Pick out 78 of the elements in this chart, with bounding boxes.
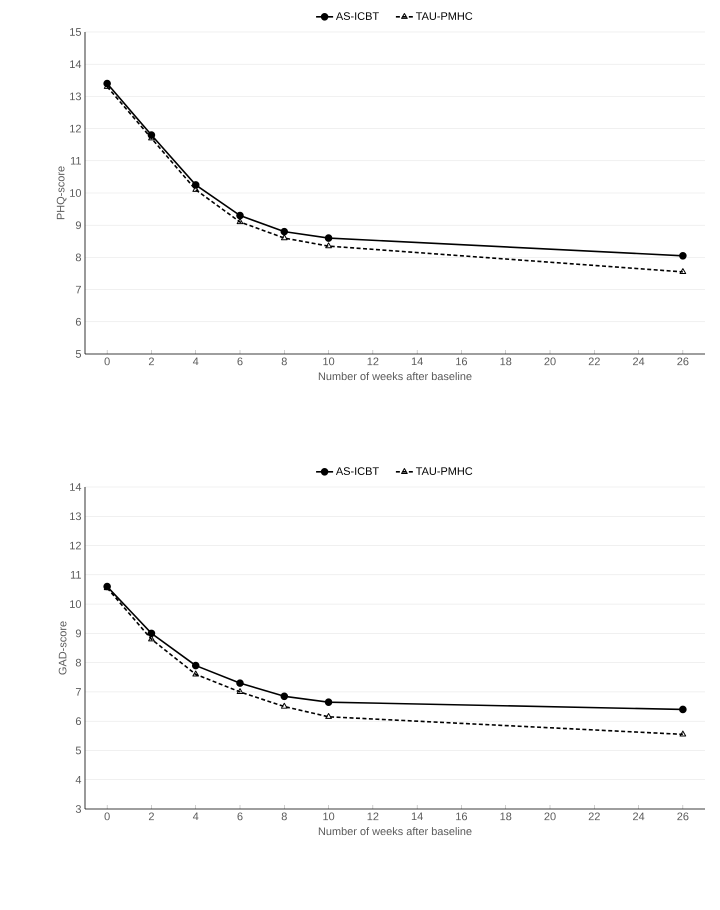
x-tick-label: 12 <box>368 358 378 366</box>
point <box>236 688 244 694</box>
x-tick-label: 4 <box>192 358 198 366</box>
x-tick-label: 14 <box>412 358 423 366</box>
x-tick-label: 18 <box>500 812 512 820</box>
point <box>148 630 156 638</box>
point <box>679 706 687 714</box>
x-tick-label: 24 <box>633 358 644 366</box>
y-tick-label: 9 <box>76 221 81 230</box>
x-tick-label: 0 <box>104 812 110 820</box>
x-tick-label: 20 <box>544 358 556 366</box>
x-tick-label: 14 <box>412 812 423 820</box>
x-tick-label: 0 <box>104 358 110 366</box>
point <box>280 234 288 240</box>
point <box>679 252 687 260</box>
x-tick-label: 4 <box>192 812 198 820</box>
point <box>325 713 332 719</box>
y-tick-label: 6 <box>76 318 81 326</box>
y-tick-label: 8 <box>76 658 81 667</box>
y-tick-label: 13 <box>70 512 81 520</box>
y-tick-label: 14 <box>70 483 82 491</box>
y-tick-label: 10 <box>70 189 82 197</box>
y-axis-title: PHQ-score <box>56 166 66 220</box>
y-axis-title: GAD-score <box>58 621 66 675</box>
y-tick-label: 10 <box>70 600 82 608</box>
x-tick-label: 26 <box>677 812 688 820</box>
y-tick-label: 5 <box>76 350 82 358</box>
point <box>324 234 332 242</box>
y-tick-label: 12 <box>70 124 81 132</box>
x-tick-label: 10 <box>323 358 334 366</box>
x-tick-label: 26 <box>677 358 688 366</box>
x-tick-label: 16 <box>456 812 468 820</box>
point <box>680 730 686 736</box>
x-tick-label: 16 <box>456 358 468 366</box>
x-tick-label: 22 <box>588 812 600 820</box>
x-tick-label: 2 <box>148 358 154 366</box>
y-tick-label: 12 <box>70 542 81 550</box>
legend-label: TAU-PMHC <box>416 12 472 20</box>
x-tick-label: 20 <box>544 812 556 820</box>
y-tick-label: 11 <box>70 571 81 579</box>
y-tick-label: 7 <box>76 286 81 294</box>
y-tick-label: 4 <box>76 776 82 784</box>
x-tick-label: 24 <box>633 812 644 820</box>
y-tick-label: 3 <box>76 805 81 813</box>
point <box>236 212 244 220</box>
x-tick-label: 6 <box>238 812 243 820</box>
y-tick-label: 6 <box>76 717 81 726</box>
y-tick-label: 15 <box>70 28 82 36</box>
x-tick-label: 2 <box>148 812 154 820</box>
x-tick-label: 8 <box>282 358 287 366</box>
point <box>236 679 244 687</box>
legend-label: AS-ICBT <box>336 467 379 475</box>
point <box>236 218 244 224</box>
point <box>325 242 332 248</box>
x-tick-label: 10 <box>323 812 334 820</box>
x-tick-label: 22 <box>588 358 600 366</box>
x-tick-label: 18 <box>500 358 512 366</box>
point <box>680 268 686 274</box>
x-tick-label: 12 <box>368 812 378 820</box>
y-tick-label: 8 <box>76 254 81 262</box>
y-tick-label: 7 <box>76 688 81 696</box>
x-tick-label: 8 <box>282 812 287 820</box>
point <box>280 228 288 236</box>
point <box>280 702 288 709</box>
legend-label: TAU-PMHC <box>416 467 472 475</box>
y-tick-label: 13 <box>70 92 81 100</box>
x-tick-label: 6 <box>238 358 243 366</box>
point <box>324 698 332 706</box>
x-axis-title: Number of weeks after baseline <box>318 372 472 380</box>
point <box>192 670 200 676</box>
y-tick-label: 14 <box>70 60 82 68</box>
x-axis-title: Number of weeks after baseline <box>318 827 472 836</box>
y-tick-label: 5 <box>76 746 82 754</box>
y-tick-label: 11 <box>70 157 81 165</box>
point <box>192 662 200 670</box>
legend-label: AS-ICBT <box>336 12 379 20</box>
point <box>280 692 288 700</box>
y-tick-label: 9 <box>76 629 81 638</box>
